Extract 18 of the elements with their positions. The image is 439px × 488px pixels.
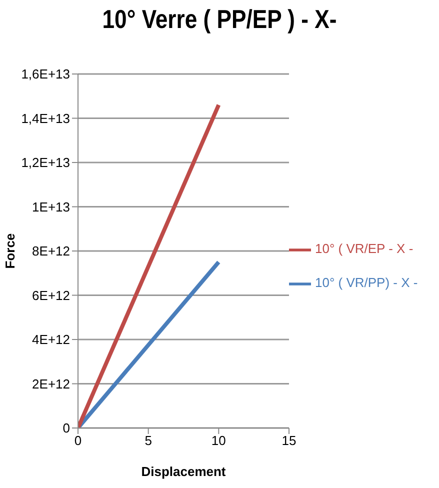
x-tick-label: 10 [211,433,226,448]
y-tick-label: 2E+12 [32,376,70,392]
y-tick-label: 1E+13 [32,199,70,214]
legend-label: 10° ( VR/PP) - X - [315,275,418,290]
x-axis-title: Displacement [141,464,226,479]
y-tick-label: 8E+12 [32,244,70,259]
y-axis-title: Force [2,233,18,269]
x-tick-label: 0 [74,433,82,448]
y-tick-label: 6E+12 [32,288,70,303]
x-tick-label: 15 [282,433,296,448]
x-tick-label: 5 [144,433,152,448]
y-tick-label: 1,6E+13 [21,66,70,82]
chart-title: 10° Verre ( PP/EP ) - X- [101,4,338,35]
y-tick-label: 1,2E+13 [21,155,70,170]
y-tick-label: 4E+12 [32,332,70,348]
y-tick-label: 0 [62,420,70,436]
legend-label: 10° ( VR/EP - X - [315,241,414,256]
y-tick-label: 1,4E+13 [21,110,70,126]
